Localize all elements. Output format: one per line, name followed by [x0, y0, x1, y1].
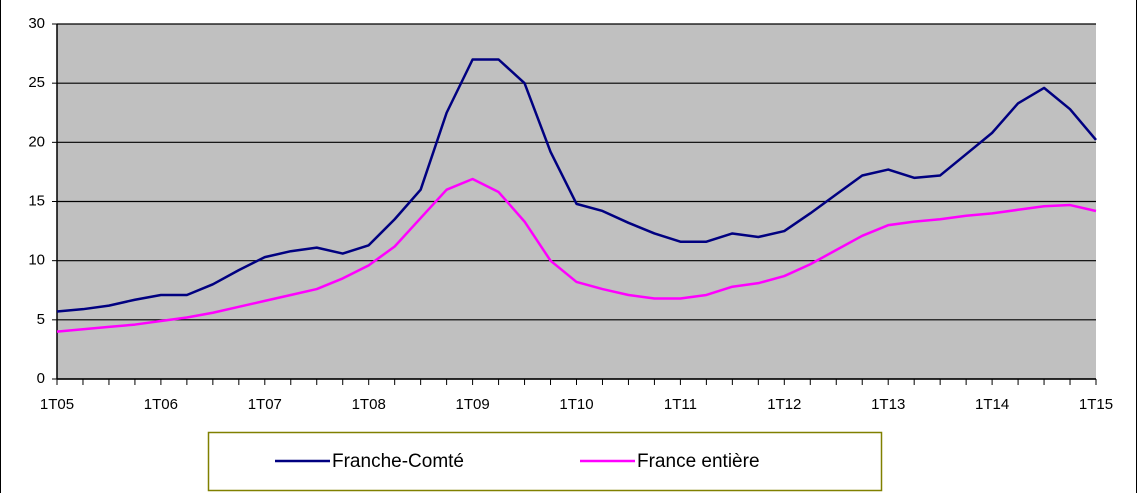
y-tick-label: 10: [28, 252, 45, 269]
x-tick-label: 1T11: [664, 396, 697, 413]
legend-label: Franche-Comté: [332, 451, 464, 472]
x-tick-label: 1T09: [455, 396, 489, 413]
x-tick-label: 1T07: [248, 396, 282, 413]
x-tick-label: 1T15: [1079, 396, 1113, 413]
x-tick-label: 1T13: [871, 396, 905, 413]
y-tick-label: 0: [37, 370, 45, 387]
y-tick-label: 20: [28, 133, 45, 150]
y-tick-label: 30: [28, 15, 45, 32]
y-tick-label: 5: [37, 311, 45, 328]
x-tick-label: 1T14: [975, 396, 1009, 413]
x-tick-label: 1T06: [144, 396, 178, 413]
x-tick-label: 1T10: [559, 396, 593, 413]
y-tick-label: 15: [28, 192, 45, 209]
series-line: [56, 177, 1097, 333]
y-tick-label: 25: [28, 74, 45, 91]
series-line: [56, 58, 1097, 313]
x-tick-label: 1T05: [40, 396, 74, 413]
legend-label: France entière: [637, 451, 760, 472]
x-tick-label: 1T08: [352, 396, 386, 413]
x-tick-label: 1T12: [767, 396, 801, 413]
